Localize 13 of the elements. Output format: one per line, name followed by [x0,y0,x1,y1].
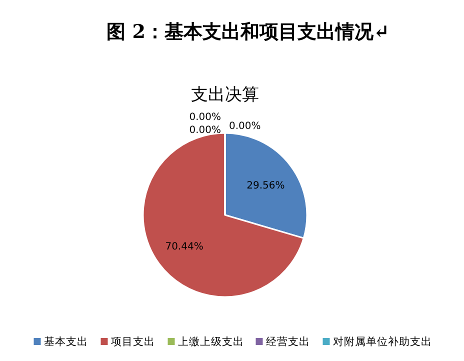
legend-label: 经营支出 [266,335,310,348]
pie-slice [142,132,304,298]
text: 0.00% [229,121,261,132]
chart-title: 图 2：基本支出和项目支出情况↵ [106,21,390,43]
legend-label: 项目支出 [110,335,155,348]
data-label: 70.44% [165,241,204,252]
text: 0.00% [189,112,221,123]
legend-label: 基本支出 [44,335,88,348]
text: 0.00% [189,125,221,136]
data-label: 29.56% [246,180,285,192]
chart-subtitle: 支出决算 [191,85,259,105]
legend-label: 对附属单位补助支出 [332,335,432,348]
legend-label: 上缴上级支出 [178,335,244,348]
